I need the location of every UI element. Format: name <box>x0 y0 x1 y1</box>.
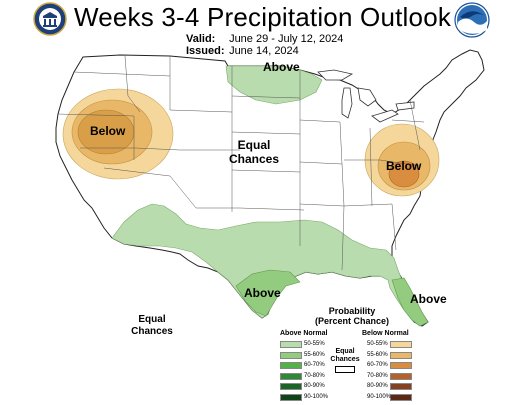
legend-below-swatch <box>390 351 412 359</box>
legend-below-swatch <box>390 393 412 401</box>
legend-above-label: 90-100% <box>304 393 329 400</box>
legend-below-swatch <box>390 362 412 369</box>
map-title: Weeks 3-4 Precipitation Outlook <box>73 2 452 32</box>
legend-below-label: 80-90% <box>367 383 388 389</box>
above-north-region <box>225 65 323 105</box>
legend-below-label: 50-55% <box>367 341 388 347</box>
legend-below-label: 55-60% <box>367 351 388 358</box>
lake-superior <box>317 69 354 81</box>
legend-above-swatch <box>280 372 302 380</box>
label-equal-sw-line1: Equal <box>138 314 166 325</box>
label-equal-center-line2: Chances <box>228 152 280 166</box>
commerce-seal-icon <box>33 2 67 36</box>
label-equal-center-line1: Equal <box>237 138 271 152</box>
label-above-texas: Above <box>244 286 281 300</box>
legend-above-label: 60-70% <box>304 362 325 368</box>
below-east-core <box>388 160 420 188</box>
legend-above-label: 70-80% <box>304 372 325 379</box>
legend-above-heading: Above Normal <box>280 330 328 337</box>
label-equal-sw-line2: Chances <box>131 326 173 337</box>
legend-above-swatch <box>280 341 302 348</box>
legend-below-label: 70-80% <box>367 372 388 379</box>
legend-below-swatch <box>390 383 412 390</box>
label-above-florida: Above <box>410 292 447 306</box>
label-below-west: Below <box>90 124 126 138</box>
lake-huron <box>357 87 377 107</box>
legend-above-label: 50-55% <box>304 341 325 347</box>
legend-above-swatch <box>280 362 302 369</box>
legend-above-label: 80-90% <box>304 383 325 389</box>
label-equal-center: Equal Chances <box>228 138 280 166</box>
label-below-east: Below <box>386 159 422 173</box>
legend-below-swatch <box>390 341 412 348</box>
label-above-north: Above <box>263 60 300 74</box>
legend-equal-line2: Chances <box>330 356 360 363</box>
above-florida-region <box>391 277 429 327</box>
legend-title: Probability (Percent Chance) <box>302 306 402 326</box>
above-south-band <box>111 203 429 327</box>
legend-below-heading: Below Normal <box>362 330 409 337</box>
above-texas-region <box>235 269 301 317</box>
legend-above-swatch <box>280 383 302 390</box>
valid-label: Valid: <box>186 33 216 45</box>
legend-below-label: 60-70% <box>367 362 388 368</box>
issued-date: June 14, 2024 <box>229 45 299 57</box>
valid-dates: June 29 - July 12, 2024 <box>229 33 344 45</box>
lake-michigan <box>341 87 353 119</box>
legend-title-line2: (Percent Chance) <box>314 316 390 326</box>
legend-below-label: 90-100% <box>367 393 392 400</box>
legend-equal-label: Equal Chances <box>328 348 362 364</box>
label-equal-southwest: Equal Chances <box>124 314 180 338</box>
lake-ontario <box>395 101 415 111</box>
legend-above-label: 55-60% <box>304 351 325 358</box>
date-block: Valid: June 29 - July 12, 2024 Issued: J… <box>186 33 343 57</box>
noaa-logo-icon <box>454 2 490 38</box>
legend-above-swatch <box>280 351 302 359</box>
lake-erie <box>371 109 399 123</box>
legend-below-swatch <box>390 372 412 380</box>
legend-above-swatch <box>280 393 302 401</box>
legend-title-line1: Probability <box>328 306 376 316</box>
legend-equal-swatch <box>335 366 355 373</box>
legend-equal-line1: Equal <box>335 348 355 355</box>
issued-label: Issued: <box>186 45 225 57</box>
state-boundaries <box>57 55 425 271</box>
